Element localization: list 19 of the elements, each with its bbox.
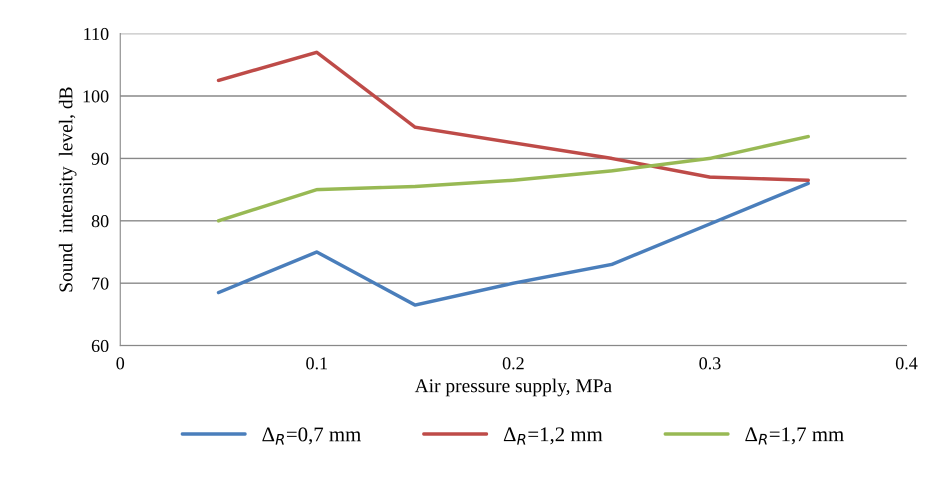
legend-label: Δ$_{R}$=1,7 mm xyxy=(745,427,844,445)
y-tick-label: 60 xyxy=(92,340,108,352)
legend-label: Δ$_{R}$=0,7 mm xyxy=(262,427,361,445)
x-axis-title: Air pressure supply, MPa xyxy=(414,378,612,396)
y-tick-label: 80 xyxy=(92,215,108,228)
y-tick-label: 90 xyxy=(92,152,108,165)
x-tick-label: 0.3 xyxy=(699,357,721,370)
x-tick-label: 0.2 xyxy=(502,357,524,370)
line-series xyxy=(216,134,810,223)
legend-label: Δ$_{R}$=1,2 mm xyxy=(504,427,602,445)
x-tick-label: 0.1 xyxy=(306,357,328,370)
x-tick-label: 0.4 xyxy=(896,357,918,370)
y-tick-label: 70 xyxy=(92,277,108,290)
x-tick-label: 0 xyxy=(116,357,124,370)
y-axis-title: Sound intensity level, dB xyxy=(58,87,76,292)
y-tick-label: 100 xyxy=(84,90,108,102)
line-series xyxy=(216,50,810,182)
line-series xyxy=(216,182,810,307)
y-tick-label: 110 xyxy=(84,28,108,40)
